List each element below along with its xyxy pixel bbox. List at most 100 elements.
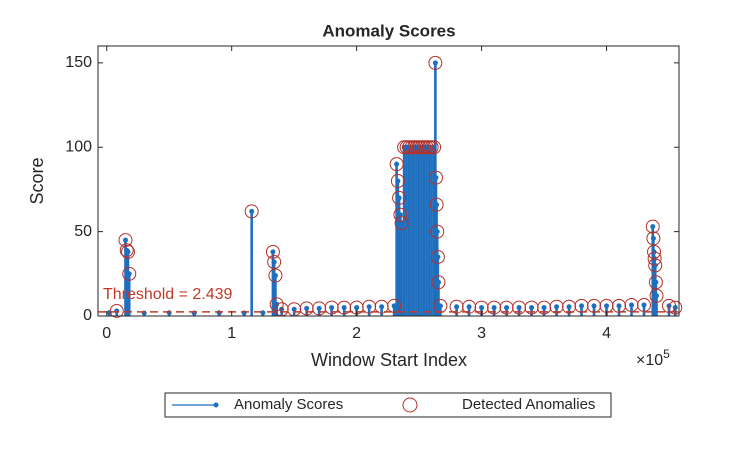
threshold-label: Threshold = 2.439: [103, 286, 233, 303]
stem-marker: [641, 302, 647, 308]
stem-marker: [166, 310, 172, 316]
stem-marker: [466, 304, 472, 310]
chart-title: Anomaly Scores: [322, 21, 455, 40]
anomaly-marker: [120, 244, 135, 259]
stem-marker: [629, 302, 635, 308]
stem-marker: [125, 249, 131, 255]
anomaly-marker: [389, 157, 404, 172]
anomaly-marker: [362, 299, 377, 314]
anomaly-marker: [430, 249, 445, 264]
stem-marker: [329, 305, 335, 311]
stem-marker: [271, 259, 277, 265]
anomaly-marker: [387, 298, 402, 313]
stem-marker: [366, 304, 372, 310]
x-tick-label: 3: [477, 325, 486, 342]
stem-marker: [260, 310, 266, 316]
plot-area: [98, 55, 683, 318]
anomaly-marker: [549, 299, 564, 314]
stem-marker: [270, 249, 276, 255]
stem-marker: [432, 60, 438, 66]
anomaly-marker: [337, 300, 352, 315]
x-multiplier: ×105: [636, 347, 670, 369]
stem-marker: [516, 305, 522, 311]
stem-marker: [272, 273, 278, 278]
stem-marker: [435, 254, 441, 260]
stem-marker: [454, 304, 460, 310]
anomaly-marker: [299, 301, 314, 316]
stem-marker: [291, 306, 297, 312]
anomaly-marker: [647, 244, 662, 259]
anomaly-marker: [118, 233, 133, 248]
stem-marker: [491, 305, 497, 311]
anomaly-marker: [428, 55, 443, 70]
x-multiplier-base: ×10: [636, 352, 663, 369]
stem-marker: [434, 229, 440, 235]
anomaly-marker: [647, 251, 662, 266]
stem-marker: [274, 301, 280, 307]
legend-label: Anomaly Scores: [234, 396, 343, 413]
x-tick-label: 1: [227, 325, 236, 342]
legend-marker: [402, 397, 418, 413]
x-tick-label: 2: [352, 325, 361, 342]
anomaly-marker: [428, 170, 443, 185]
stem-marker: [434, 202, 440, 208]
stem-marker: [437, 303, 443, 309]
x-multiplier-power: 5: [663, 347, 670, 361]
stem-marker: [435, 279, 441, 285]
stem-marker: [579, 303, 585, 309]
stem-marker: [433, 175, 439, 181]
stem-marker: [279, 306, 285, 312]
legend-label: Detected Anomalies: [462, 396, 595, 413]
axes-box: [97, 45, 680, 317]
anomaly-marker: [649, 288, 664, 303]
y-tick-label: 0: [83, 307, 92, 324]
anomaly-marker: [429, 197, 444, 212]
anomaly-marker: [109, 303, 124, 318]
stem-marker: [341, 305, 347, 311]
anomaly-marker: [645, 219, 660, 234]
stem-marker: [529, 305, 535, 311]
stem-marker: [504, 305, 510, 311]
anomaly-marker: [265, 244, 280, 259]
x-axis-label: Window Start Index: [311, 350, 467, 370]
stem-marker: [397, 212, 403, 218]
anomaly-marker: [668, 300, 683, 315]
anomaly-marker: [244, 204, 259, 219]
anomaly-marker: [122, 266, 137, 281]
stem-marker: [396, 195, 402, 201]
anomaly-marker: [393, 207, 408, 222]
stem-marker: [591, 303, 597, 309]
anomaly-marker: [430, 224, 445, 239]
legend: Anomaly Scores Detected Anomalies: [164, 392, 612, 418]
anomaly-marker: [267, 255, 282, 269]
stem-marker: [304, 305, 310, 311]
stem-marker: [249, 208, 255, 214]
stem-marker: [604, 303, 610, 309]
stem-marker: [394, 161, 400, 167]
legend-box: [164, 392, 612, 418]
anomaly-marker: [648, 258, 663, 273]
anomaly-marker: [324, 300, 339, 315]
anomaly-marker: [646, 231, 661, 246]
anomaly-marker: [394, 216, 409, 231]
anomaly-marker: [512, 300, 527, 315]
y-axis-label: Score: [27, 157, 47, 204]
stem-marker: [616, 303, 622, 309]
x-tick-label: 4: [602, 325, 611, 342]
anomaly-marker: [268, 268, 283, 283]
stem-marker: [354, 305, 360, 311]
y-tick-label: 100: [65, 138, 92, 155]
stem-marker: [541, 305, 547, 311]
stem-marker: [316, 305, 322, 311]
anomaly-marker: [427, 140, 442, 155]
anomaly-marker: [390, 174, 405, 188]
anomaly-marker: [487, 300, 502, 315]
anomaly-marker: [662, 298, 677, 313]
y-tick-label: 150: [65, 54, 92, 71]
stem-marker: [650, 224, 656, 230]
stem-marker: [653, 279, 659, 285]
stem-marker: [216, 310, 222, 316]
anomaly-marker: [648, 275, 663, 290]
